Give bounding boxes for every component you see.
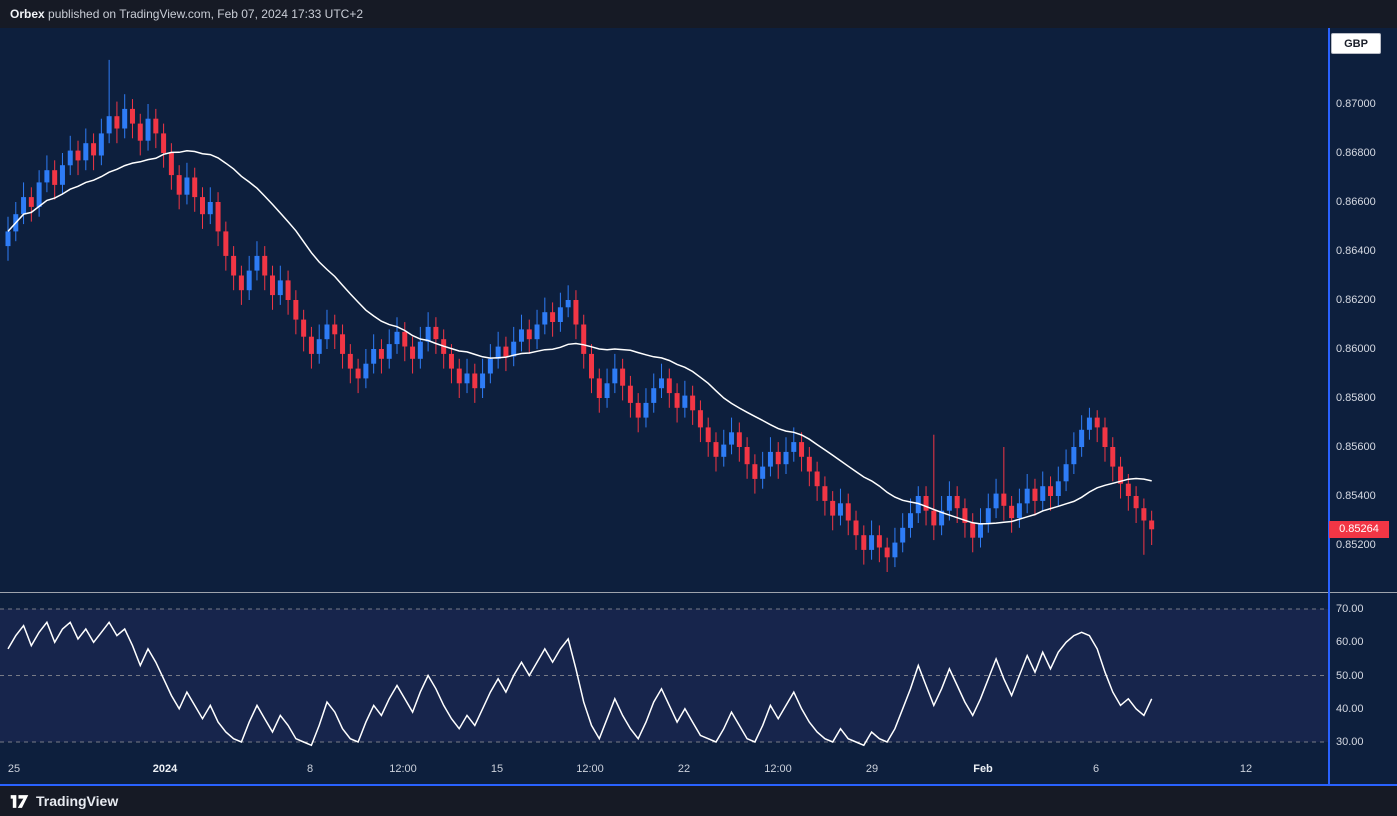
price-tick-label: 0.85400 (1336, 490, 1376, 502)
time-tick-label: 2024 (152, 763, 178, 775)
price-tick-label: 0.85200 (1336, 539, 1376, 551)
publish-info: published on TradingView.com, Feb 07, 20… (44, 7, 364, 21)
currency-toggle-button[interactable]: GBP (1331, 33, 1381, 54)
price-tick-label: 0.85800 (1336, 392, 1376, 404)
time-axis[interactable]: 25 2024 8 12:00 15 12:00 22 12:00 29 Feb 6 12 (0, 755, 1328, 784)
chart-area[interactable]: 0.87000 0.86800 0.86600 0.86400 0.86200 0.860… (0, 28, 1397, 784)
price-tick-label: 0.85600 (1336, 441, 1376, 453)
tradingview-logo[interactable]: TradingView (36, 793, 119, 809)
price-pane-canvas[interactable] (0, 28, 1328, 592)
price-tick-label: 0.87000 (1336, 98, 1376, 110)
price-tick-label: 0.86000 (1336, 343, 1376, 355)
time-tick-label: 8 (306, 763, 314, 775)
time-tick-label: 12:00 (389, 763, 417, 775)
publisher-name: Orbex (10, 7, 45, 21)
time-axis-border (0, 784, 1397, 786)
time-tick-label: 22 (677, 763, 691, 775)
time-tick-label: 6 (1092, 763, 1100, 775)
price-tick-label: 0.86600 (1336, 196, 1376, 208)
rsi-tick-label: 40.00 (1336, 703, 1364, 715)
last-price-label: 0.85264 (1329, 521, 1389, 538)
rsi-tick-label: 70.00 (1336, 603, 1364, 615)
footer-bar: TradingView (0, 786, 1397, 816)
pane-separator[interactable] (0, 592, 1397, 593)
time-tick-label: 12:00 (764, 763, 792, 775)
price-tick-label: 0.86400 (1336, 245, 1376, 257)
rsi-pane-canvas[interactable] (0, 593, 1328, 755)
time-tick-label: 12:00 (576, 763, 604, 775)
price-tick-label: 0.86200 (1336, 294, 1376, 306)
time-tick-label: 29 (865, 763, 879, 775)
time-tick-label: Feb (973, 763, 993, 775)
price-axis-border (1328, 28, 1330, 784)
time-tick-label: 15 (490, 763, 504, 775)
rsi-tick-label: 60.00 (1336, 636, 1364, 648)
time-tick-label: 12 (1239, 763, 1253, 775)
rsi-tick-label: 30.00 (1336, 736, 1364, 748)
time-tick-label: 25 (7, 763, 21, 775)
price-tick-label: 0.86800 (1336, 147, 1376, 159)
rsi-tick-label: 50.00 (1336, 670, 1364, 682)
tradingview-icon (10, 794, 29, 808)
publish-banner: Orbex published on TradingView.com, Feb … (0, 0, 1397, 28)
